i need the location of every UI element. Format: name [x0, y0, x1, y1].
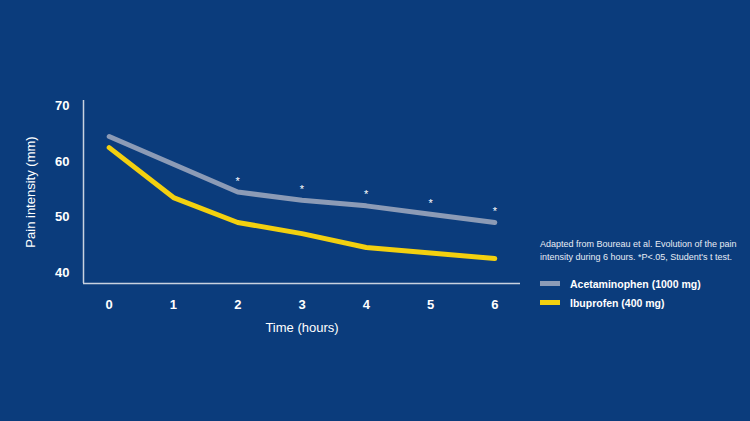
- svg-text:*: *: [300, 183, 305, 195]
- svg-text:*: *: [364, 188, 369, 200]
- html-text:Ibuprofen (400 mg): Ibuprofen (400 mg): [570, 296, 665, 309]
- svg-text:1: 1: [170, 297, 177, 312]
- svg-text:50: 50: [55, 209, 69, 224]
- svg-text:5: 5: [427, 297, 434, 312]
- svg-text:6: 6: [491, 297, 498, 312]
- svg-text:*: *: [493, 205, 498, 217]
- svg-text:0: 0: [106, 297, 113, 312]
- svg-text:40: 40: [55, 265, 69, 280]
- svg-text:4: 4: [363, 297, 371, 312]
- svg-text:60: 60: [55, 154, 69, 169]
- html-text:Adapted from Boureau et al. Ev: Adapted from Boureau et al. Evolution of…: [540, 239, 737, 262]
- html-text:Acetaminophen (1000 mg): Acetaminophen (1000 mg): [570, 277, 701, 290]
- svg-text:70: 70: [55, 98, 69, 113]
- svg-text:3: 3: [298, 297, 305, 312]
- svg-text:*: *: [428, 197, 433, 209]
- svg-text:Time (hours): Time (hours): [265, 320, 338, 335]
- svg-text:Pain intensity (mm): Pain intensity (mm): [23, 136, 38, 247]
- svg-text:*: *: [236, 175, 241, 187]
- svg-text:2: 2: [234, 297, 241, 312]
